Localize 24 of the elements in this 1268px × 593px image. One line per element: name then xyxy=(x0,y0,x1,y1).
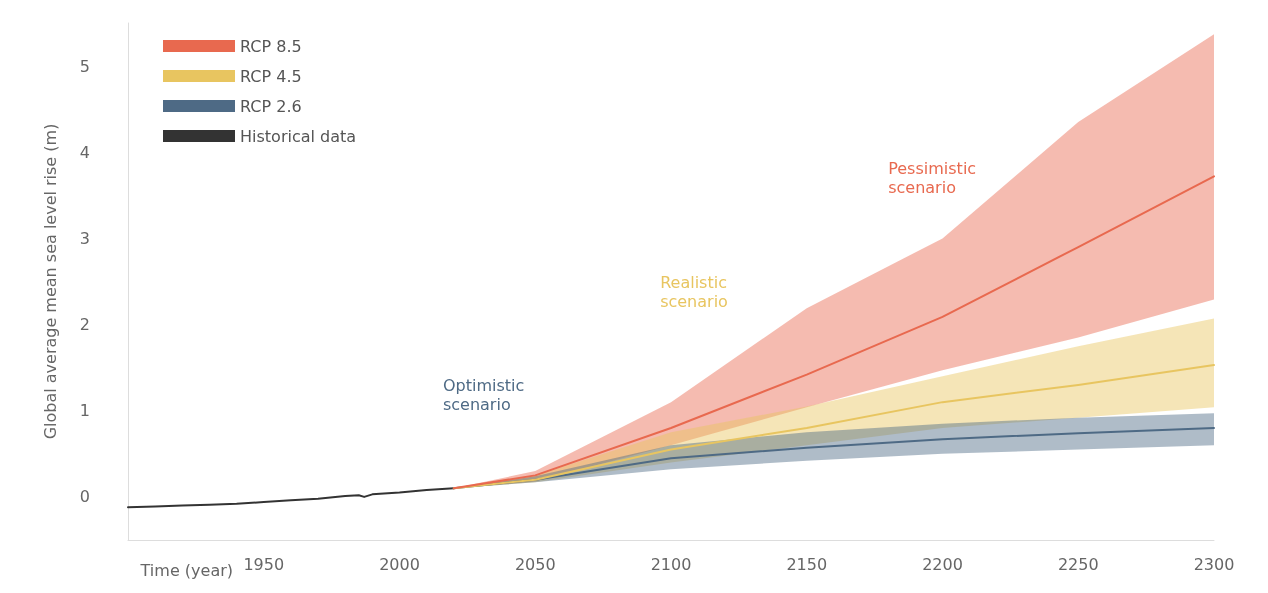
y-axis-title: Global average mean sea level rise (m) xyxy=(40,123,60,440)
y-tick-label: 2 xyxy=(79,315,90,335)
x-tick-label: 2050 xyxy=(514,554,556,574)
x-axis-title: Time (year) xyxy=(139,560,233,580)
x-tick-label: 1950 xyxy=(243,554,285,574)
x-tick-label: 2200 xyxy=(922,554,963,574)
annotation: Realistic scenario xyxy=(660,272,733,311)
y-tick-label: 1 xyxy=(79,401,90,421)
annotation: Pessimistic scenario xyxy=(888,159,982,198)
x-tick-label: 2150 xyxy=(786,554,828,574)
x-tick-label: 2250 xyxy=(1057,554,1099,574)
y-tick-label: 3 xyxy=(79,228,90,248)
y-tick-label: 0 xyxy=(79,487,90,507)
y-tick-label: 5 xyxy=(79,56,90,76)
x-tick-label: 2300 xyxy=(1193,554,1235,574)
annotation: Optimistic scenario xyxy=(442,376,530,415)
x-tick-label: 2100 xyxy=(650,554,692,574)
legend-label: RCP 4.5 xyxy=(240,66,302,86)
legend-label: RCP 2.6 xyxy=(240,96,302,116)
legend-label: RCP 8.5 xyxy=(240,36,302,56)
y-tick-label: 4 xyxy=(79,142,90,162)
line-series xyxy=(127,487,455,509)
x-tick-label: 2000 xyxy=(379,554,420,574)
legend-label: Historical data xyxy=(240,126,357,146)
